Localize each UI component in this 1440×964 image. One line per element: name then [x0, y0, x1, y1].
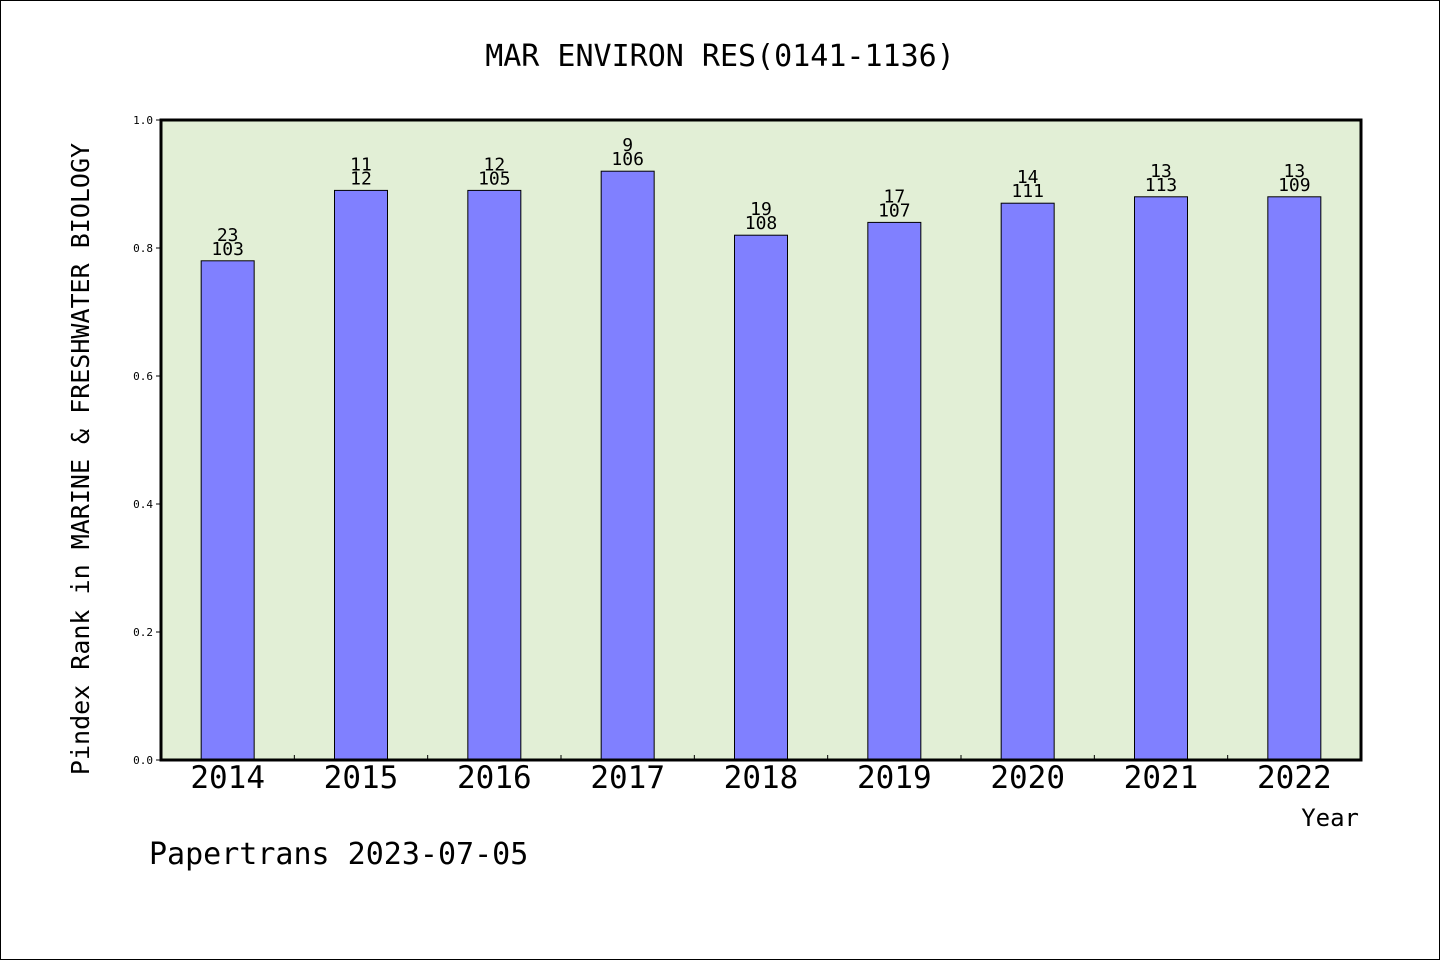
y-axis-label: Pindex Rank in MARINE & FRESHWATER BIOLO… [66, 143, 95, 775]
x-tick-label-2021: 2021 [1124, 760, 1199, 796]
data-label-bottom-2014: 103 [211, 239, 244, 260]
y-tick-label-0.0: 0.0 [133, 754, 153, 767]
x-tick-label-2020: 2020 [990, 760, 1065, 796]
x-tick-label-2016: 2016 [457, 760, 532, 796]
data-label-bottom-2017: 106 [611, 149, 644, 170]
y-tick-label-1.0: 1.0 [133, 114, 153, 127]
x-tick-label-2017: 2017 [590, 760, 665, 796]
ticks-group: 2014 2015 2016 2017 2018 2019 2020 2021 2022 0.0 0… [133, 114, 1332, 796]
data-label-bottom-2015: 12 [350, 168, 372, 189]
data-label-top-2017: 9 [622, 135, 633, 156]
plot-frame [159, 118, 1363, 762]
bar-2020 [1000, 202, 1055, 761]
data-label-top-2020: 14 [1017, 167, 1039, 188]
bar-2021 [1134, 196, 1188, 761]
x-tick-label-2018: 2018 [724, 760, 799, 796]
data-label-bottom-2022: 109 [1278, 175, 1311, 196]
data-label-top-2022: 13 [1283, 161, 1305, 182]
y-tick-label-0.2: 0.2 [133, 626, 153, 639]
data-label-top-2021: 13 [1150, 161, 1172, 182]
x-tick-label-2019: 2019 [857, 760, 932, 796]
y-tick-label-0.6: 0.6 [133, 370, 153, 383]
data-label-bottom-2018: 108 [745, 213, 778, 234]
data-label-top-2014: 23 [217, 225, 239, 246]
x-tick-label-2014: 2014 [190, 760, 265, 796]
data-label-top-2016: 12 [483, 154, 505, 175]
bar-2022 [1267, 196, 1322, 761]
bar-2017 [600, 170, 655, 761]
bars-group: 2310311121210591061910817107141111311313… [200, 135, 1322, 761]
bar-2015 [334, 189, 388, 761]
data-label-bottom-2020: 111 [1011, 181, 1044, 202]
data-label-top-2015: 11 [350, 154, 372, 175]
data-label-top-2018: 19 [750, 199, 772, 220]
data-label-top-2019: 17 [883, 186, 905, 207]
data-label-bottom-2021: 113 [1145, 175, 1178, 196]
x-tick-label-2022: 2022 [1257, 760, 1332, 796]
chart-title: MAR ENVIRON RES(0141-1136) [485, 39, 955, 74]
bar-2014 [200, 260, 255, 761]
data-label-bottom-2019: 107 [878, 200, 911, 221]
data-label-bottom-2016: 105 [478, 168, 511, 189]
bar-2019 [867, 221, 922, 761]
bar-2016 [467, 189, 522, 761]
bar-2018 [734, 234, 788, 761]
y-tick-label-0.8: 0.8 [133, 242, 153, 255]
footer-text: Papertrans 2023-07-05 [149, 837, 528, 872]
x-tick-label-2015: 2015 [324, 760, 399, 796]
x-axis-label: Year [1301, 804, 1359, 832]
y-tick-label-0.4: 0.4 [133, 498, 153, 511]
